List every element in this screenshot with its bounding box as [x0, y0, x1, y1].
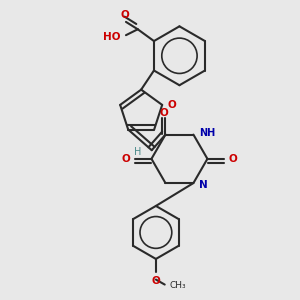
- Text: O: O: [160, 108, 168, 118]
- Text: O: O: [120, 11, 129, 20]
- Text: O: O: [152, 276, 160, 286]
- Text: H: H: [134, 147, 141, 157]
- Text: NH: NH: [199, 128, 215, 138]
- Text: O: O: [167, 100, 176, 110]
- Text: N: N: [199, 179, 208, 190]
- Text: O: O: [229, 154, 238, 164]
- Text: CH₃: CH₃: [169, 281, 186, 290]
- Text: O: O: [121, 154, 130, 164]
- Text: HO: HO: [103, 32, 121, 42]
